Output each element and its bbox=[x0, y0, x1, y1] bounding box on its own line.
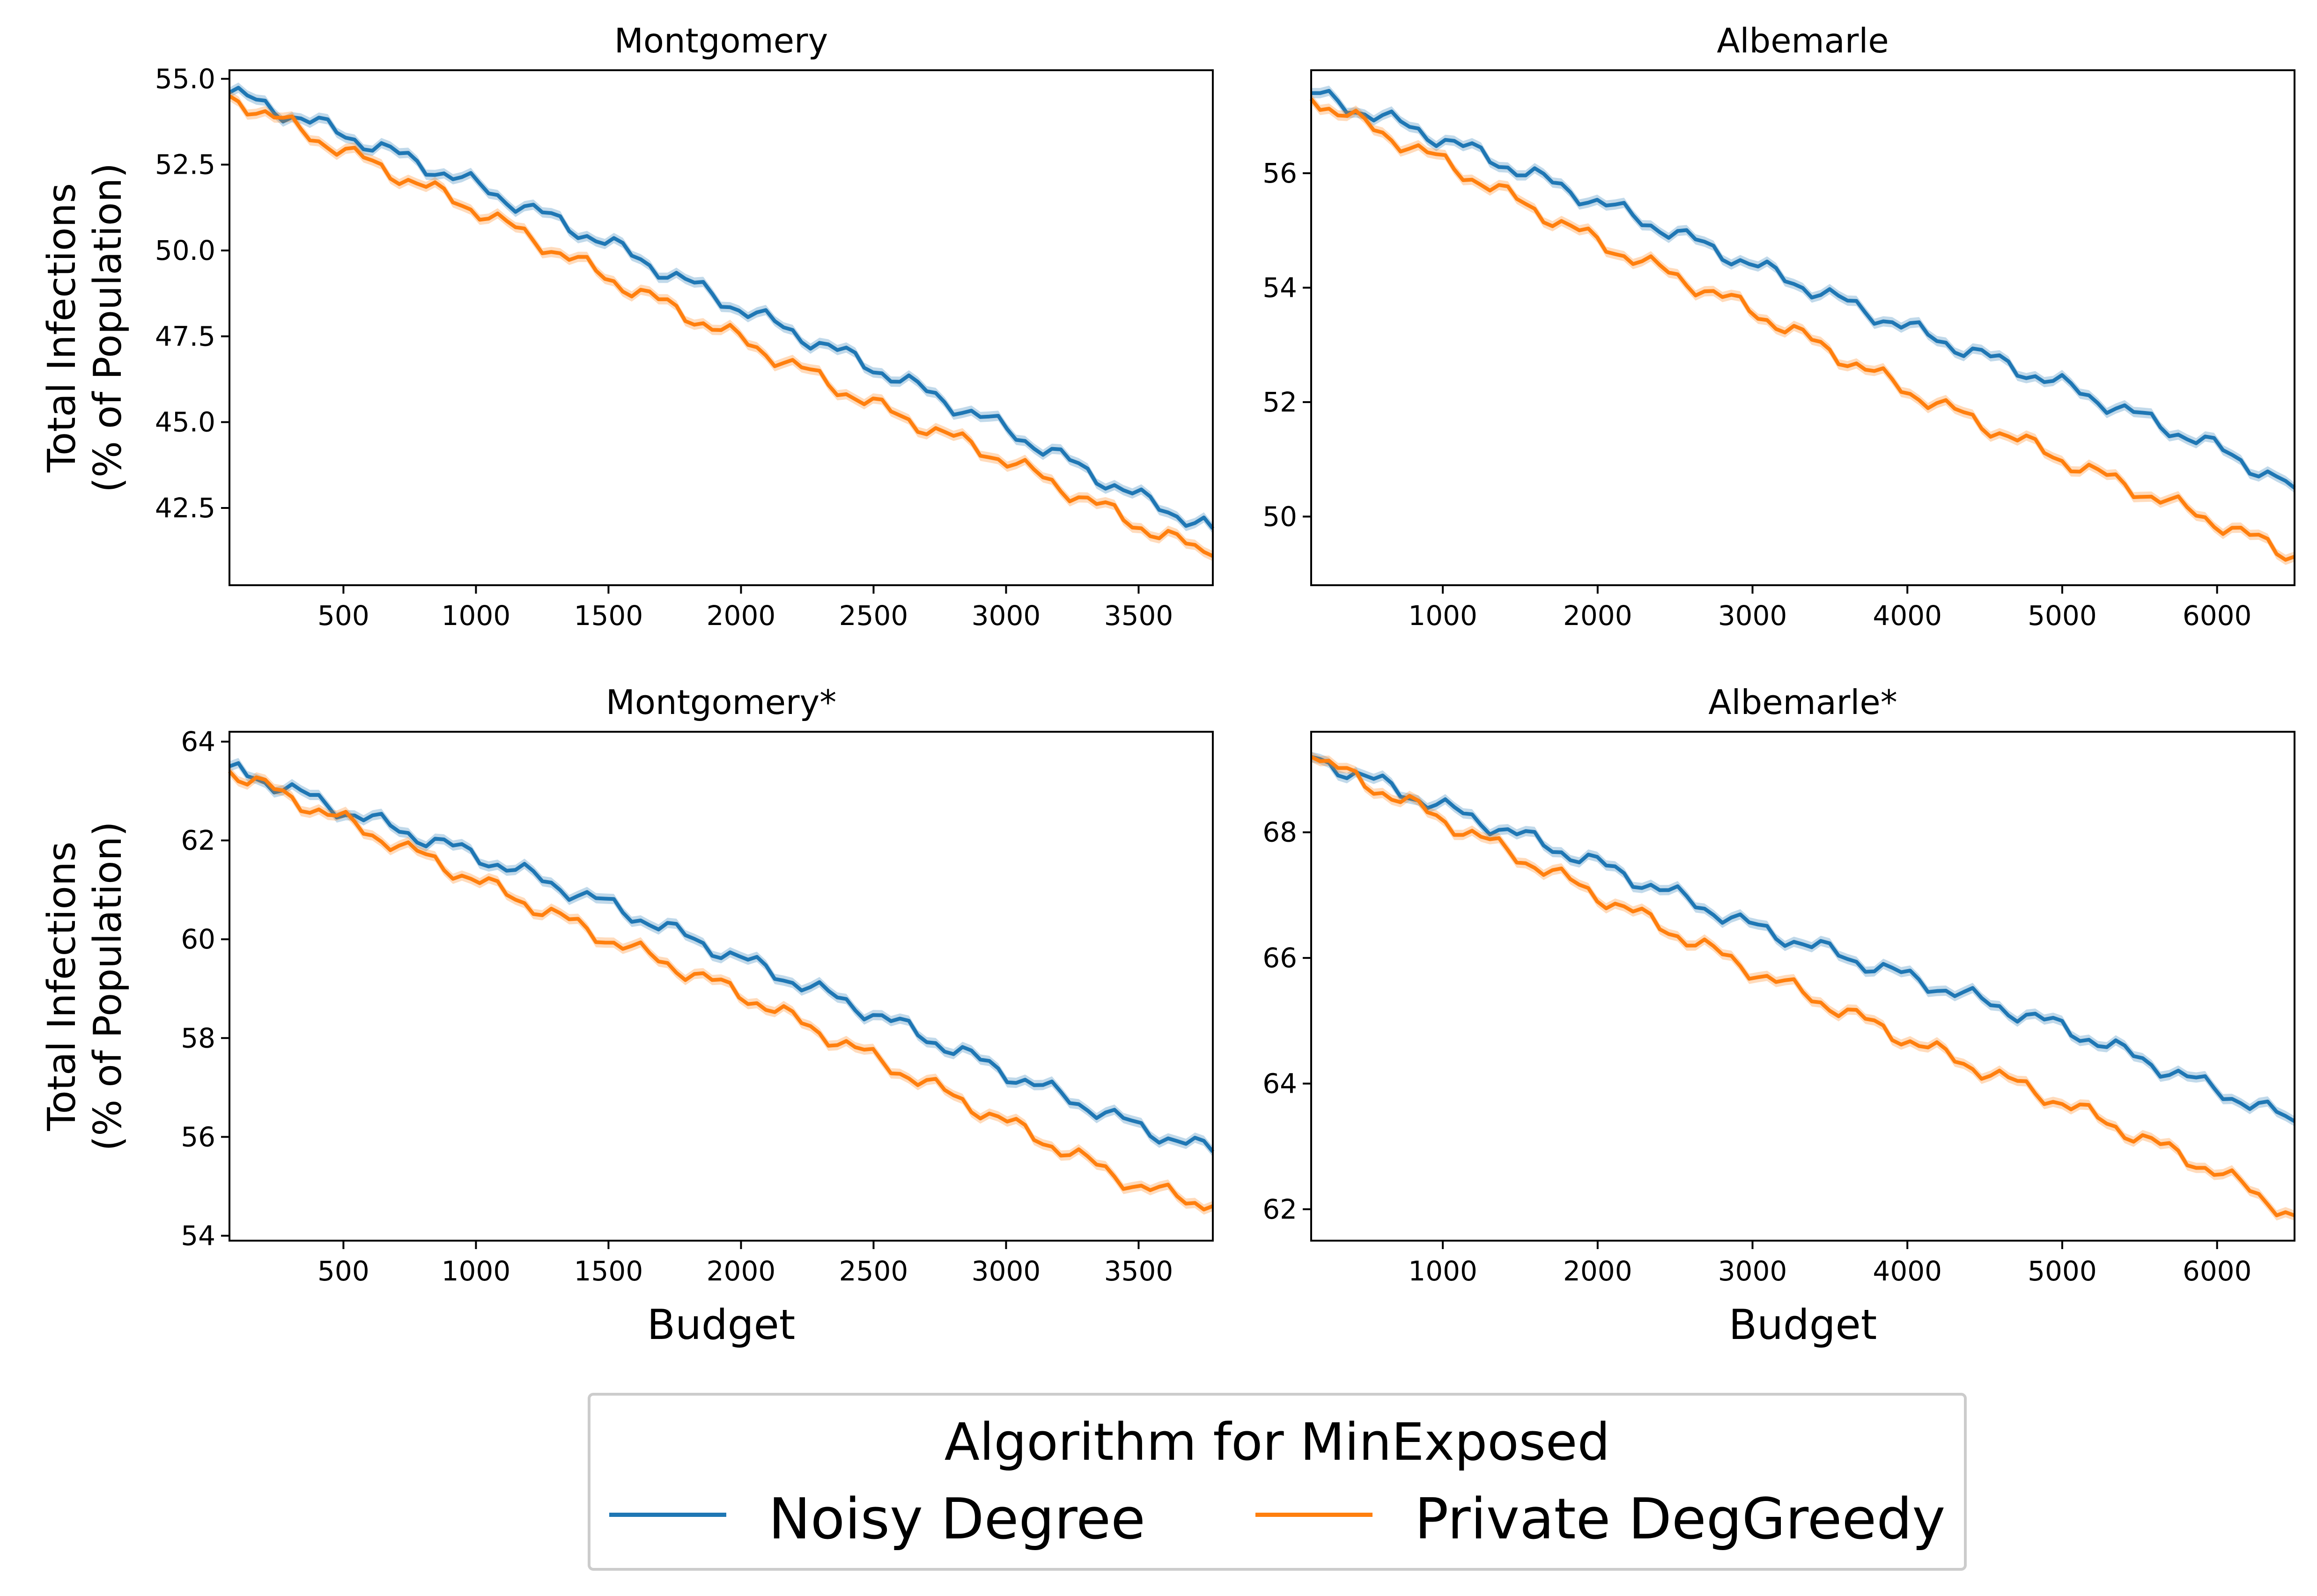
series-band-private-deggreedy bbox=[229, 91, 1213, 561]
y-tick-label: 60 bbox=[181, 923, 215, 955]
series-line-private-deggreedy bbox=[1310, 755, 2295, 1218]
x-axis-label: Budget bbox=[1729, 1301, 1877, 1349]
chart-panel-2: Albemarle 1000 2000 3000 4000 5000 6000 50 52 54 5… bbox=[1262, 21, 2296, 632]
y-tick-label: 54 bbox=[1262, 272, 1297, 303]
x-tick-label: 2000 bbox=[1563, 1255, 1632, 1287]
chart-panel-1: Montgomery 500 1000 1500 2000 2500 3000 3500 42.… bbox=[40, 21, 1215, 632]
legend-swatch-private-deggreedy bbox=[1255, 1513, 1372, 1517]
x-axis-label: Budget bbox=[647, 1301, 796, 1349]
x-tick-label: 1000 bbox=[1408, 600, 1477, 632]
x-tick-label: 2500 bbox=[839, 1255, 908, 1287]
x-tick-label: 2000 bbox=[707, 1255, 776, 1287]
y-tick-label: 52.5 bbox=[155, 149, 215, 181]
x-tick-label: 5000 bbox=[2028, 600, 2097, 632]
legend-title: Algorithm for MinExposed bbox=[944, 1412, 1610, 1472]
series-band-private-deggreedy bbox=[229, 766, 1213, 1215]
y-tick-label: 45.0 bbox=[155, 406, 215, 438]
x-tick-label: 4000 bbox=[1873, 600, 1942, 632]
series-band-private-deggreedy bbox=[1311, 751, 2295, 1221]
x-tick-label: 3500 bbox=[1104, 600, 1173, 632]
x-tick-label: 3000 bbox=[972, 600, 1041, 632]
legend: Algorithm for MinExposed Noisy Degree Pr… bbox=[588, 1393, 1967, 1571]
y-tick-label: 56 bbox=[181, 1121, 215, 1153]
legend-label-noisy-degree: Noisy Degree bbox=[768, 1487, 1145, 1552]
x-tick-label: 3000 bbox=[972, 1255, 1041, 1287]
x-tick-label: 3500 bbox=[1104, 1255, 1173, 1287]
panel-title: Montgomery bbox=[614, 21, 828, 60]
y-tick-label: 68 bbox=[1262, 816, 1297, 848]
x-tick-label: 4000 bbox=[1873, 1255, 1942, 1287]
x-tick-label: 6000 bbox=[2183, 600, 2252, 632]
x-tick-label: 1000 bbox=[442, 600, 511, 632]
y-axis-label-line: (% of Population) bbox=[86, 163, 130, 493]
chart-panel-4: Albemarle* 1000 2000 3000 4000 5000 6000 62 64 66… bbox=[1262, 683, 2296, 1349]
y-tick-label: 55.0 bbox=[155, 63, 215, 95]
x-tick-label: 500 bbox=[317, 600, 369, 632]
series-line-noisy-degree bbox=[229, 86, 1215, 530]
panel-title: Montgomery* bbox=[606, 683, 836, 722]
y-axis-label: Total Infections(% of Population) bbox=[40, 163, 130, 493]
y-tick-label: 66 bbox=[1262, 942, 1297, 974]
y-tick-label: 64 bbox=[181, 726, 215, 758]
y-axis-label-line: Total Infections bbox=[40, 842, 84, 1132]
x-tick-label: 1500 bbox=[574, 1255, 643, 1287]
y-axis-label: Total Infections(% of Population) bbox=[40, 822, 130, 1151]
y-tick-label: 47.5 bbox=[155, 320, 215, 352]
plot-frame bbox=[229, 69, 1214, 586]
y-tick-label: 50.0 bbox=[155, 235, 215, 266]
x-tick-label: 500 bbox=[317, 1255, 369, 1287]
y-tick-label: 64 bbox=[1262, 1068, 1297, 1100]
y-tick-label: 58 bbox=[181, 1022, 215, 1054]
y-tick-label: 62 bbox=[1262, 1193, 1297, 1225]
x-tick-label: 1500 bbox=[574, 600, 643, 632]
x-tick-label: 2500 bbox=[839, 600, 908, 632]
plot-frame bbox=[1310, 731, 2295, 1242]
series-line-private-deggreedy bbox=[228, 770, 1214, 1212]
x-tick-label: 1000 bbox=[442, 1255, 511, 1287]
x-tick-label: 1000 bbox=[1408, 1255, 1477, 1287]
y-axis-label-line: (% of Population) bbox=[86, 822, 130, 1151]
y-tick-label: 54 bbox=[181, 1220, 215, 1251]
x-tick-label: 2000 bbox=[1563, 600, 1632, 632]
series-line-noisy-degree bbox=[1311, 755, 2296, 1123]
chart-panel-3: Montgomery* 500 1000 1500 2000 2500 3000 3500 54… bbox=[40, 683, 1215, 1349]
series-line-private-deggreedy bbox=[1309, 97, 2295, 562]
y-tick-label: 50 bbox=[1262, 500, 1297, 532]
x-tick-label: 2000 bbox=[707, 600, 776, 632]
x-tick-label: 3000 bbox=[1718, 1255, 1787, 1287]
plot-frame bbox=[1310, 69, 2295, 586]
series-line-private-deggreedy bbox=[228, 94, 1214, 558]
plot-frame bbox=[229, 731, 1214, 1242]
x-tick-label: 5000 bbox=[2028, 1255, 2097, 1287]
series-line-noisy-degree bbox=[229, 761, 1215, 1153]
series-line-noisy-degree bbox=[1311, 88, 2296, 490]
x-tick-label: 6000 bbox=[2183, 1255, 2252, 1287]
y-tick-label: 56 bbox=[1262, 157, 1297, 189]
y-tick-label: 62 bbox=[181, 824, 215, 856]
legend-swatch-noisy-degree bbox=[609, 1513, 726, 1517]
x-tick-label: 3000 bbox=[1718, 600, 1787, 632]
panel-title: Albemarle bbox=[1717, 21, 1889, 60]
panel-title: Albemarle* bbox=[1708, 683, 1897, 722]
y-axis-label-line: Total Infections bbox=[40, 183, 84, 473]
y-tick-label: 52 bbox=[1262, 386, 1297, 418]
y-tick-label: 42.5 bbox=[155, 492, 215, 524]
legend-label-private-deggreedy: Private DegGreedy bbox=[1415, 1487, 1946, 1552]
